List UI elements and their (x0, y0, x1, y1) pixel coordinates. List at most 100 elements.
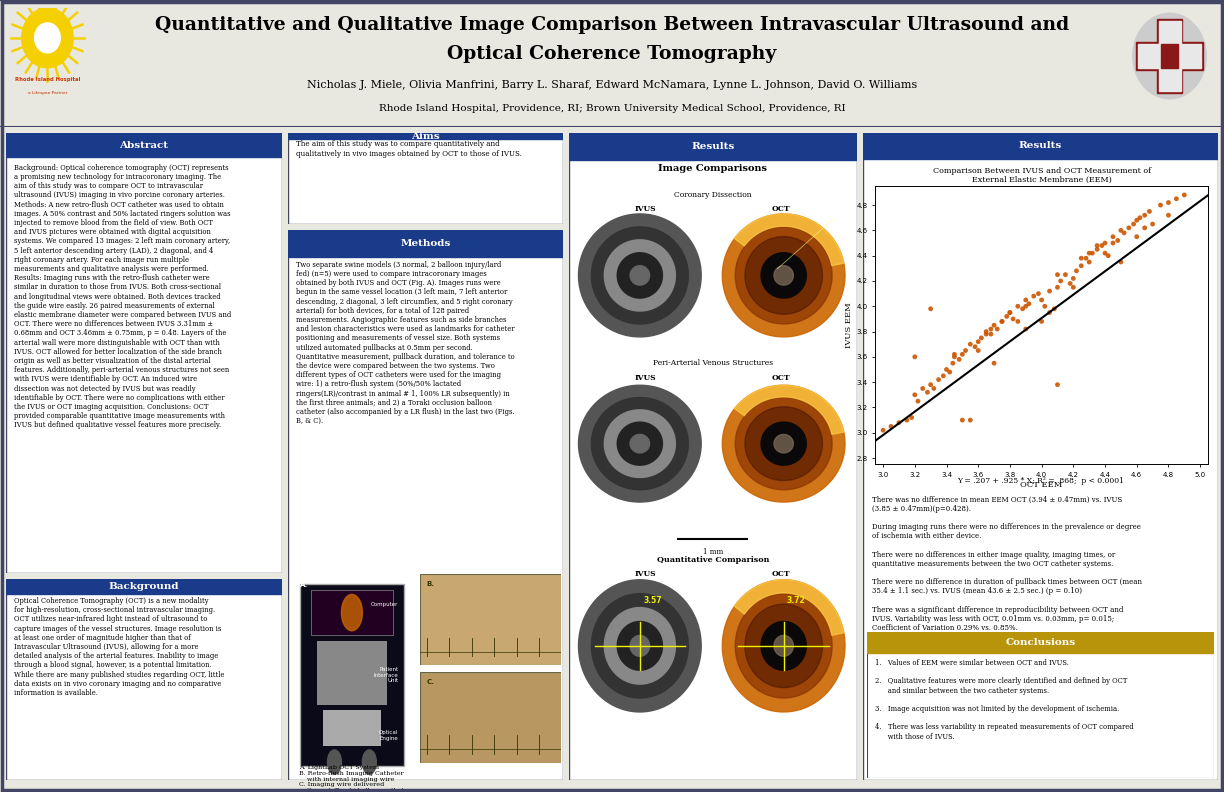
Text: Coronary Dissection: Coronary Dissection (674, 191, 752, 199)
Point (945, 348, 965, 360)
Point (1103, 237, 1122, 249)
Point (966, 341, 985, 353)
Point (961, 413, 980, 426)
Text: IVUS: IVUS (634, 374, 656, 382)
Text: Two separate swine models (3 normal, 2 balloon injury/lard
fed) (n=5) were used : Two separate swine models (3 normal, 2 b… (296, 261, 514, 425)
Polygon shape (617, 422, 662, 465)
Polygon shape (736, 227, 832, 324)
Bar (6, 133, 282, 158)
Point (1055, 268, 1075, 281)
Polygon shape (630, 435, 650, 453)
Point (982, 328, 1001, 341)
Point (1016, 322, 1036, 335)
Point (952, 413, 972, 426)
Point (1016, 300, 1036, 313)
Text: Computer: Computer (371, 602, 399, 607)
Text: Y = .207 + .925 * X; R² = .868;  p < 0.0001: Y = .207 + .925 * X; R² = .868; p < 0.00… (957, 477, 1124, 485)
Point (993, 315, 1012, 328)
Text: 3.57: 3.57 (643, 596, 662, 605)
Point (982, 322, 1001, 335)
Text: Abstract: Abstract (119, 141, 169, 150)
Bar (288, 133, 563, 139)
Text: There was no difference in mean EEM OCT (3.94 ± 0.47mm) vs. IVUS
(3.85 ± 0.47mm): There was no difference in mean EEM OCT … (871, 496, 1142, 632)
Point (1071, 260, 1091, 272)
Point (1159, 209, 1179, 222)
Text: OCT: OCT (771, 570, 789, 578)
Bar (1137, 42, 1203, 70)
Bar (1157, 18, 1182, 93)
Point (1111, 224, 1131, 237)
Point (1004, 313, 1023, 326)
Bar (317, 641, 387, 706)
Point (913, 382, 933, 394)
Polygon shape (605, 240, 676, 311)
Bar (1162, 44, 1177, 68)
Polygon shape (745, 407, 823, 481)
Polygon shape (774, 265, 793, 285)
Point (977, 328, 996, 341)
Polygon shape (579, 580, 701, 712)
Point (873, 424, 892, 436)
Text: Rhode Island Hospital, Providence, RI; Brown University Medical School, Providen: Rhode Island Hospital, Providence, RI; B… (378, 105, 846, 113)
Point (1124, 218, 1143, 230)
Circle shape (362, 750, 376, 774)
Polygon shape (736, 398, 832, 489)
Point (1028, 287, 1048, 300)
Point (1048, 379, 1067, 391)
Text: Patient
Interface
Unit: Patient Interface Unit (373, 667, 399, 683)
Point (908, 394, 928, 407)
Point (936, 364, 956, 376)
Point (1024, 290, 1044, 303)
Polygon shape (591, 398, 688, 489)
Point (993, 315, 1012, 328)
Polygon shape (761, 622, 807, 670)
Point (1082, 247, 1102, 260)
Polygon shape (722, 214, 845, 337)
Point (1095, 237, 1115, 249)
Text: Quantitative Comparison: Quantitative Comparison (657, 556, 769, 564)
Text: IVUS: IVUS (634, 570, 656, 578)
Point (1048, 268, 1067, 281)
Polygon shape (630, 265, 650, 285)
Point (1032, 294, 1051, 307)
Point (1087, 243, 1106, 256)
Polygon shape (745, 604, 823, 687)
Point (1036, 300, 1055, 313)
Point (1080, 256, 1099, 268)
Bar (867, 632, 1214, 653)
Point (1135, 222, 1154, 234)
Point (1119, 222, 1138, 234)
Point (1111, 256, 1131, 268)
Point (924, 382, 944, 394)
Polygon shape (722, 385, 845, 502)
Text: Background: Background (109, 582, 179, 591)
Title: Comparison Between IVUS and OCT Measurement of
External Elastic Membrane (EEM): Comparison Between IVUS and OCT Measurem… (933, 167, 1151, 184)
Point (940, 366, 960, 379)
Polygon shape (761, 253, 807, 298)
Text: Results: Results (692, 142, 734, 151)
Point (1044, 303, 1064, 315)
Text: a Lifespan Partner: a Lifespan Partner (28, 91, 67, 96)
Point (920, 379, 940, 391)
Circle shape (328, 750, 341, 774)
Point (972, 332, 991, 345)
Point (1151, 199, 1170, 211)
Text: Background: Optical coherence tomography (OCT) represents
a promising new techno: Background: Optical coherence tomography… (15, 164, 231, 429)
Bar (323, 710, 381, 746)
Y-axis label: IVUS EEM: IVUS EEM (846, 303, 853, 348)
Point (905, 388, 924, 401)
Text: Aims: Aims (411, 131, 439, 140)
Text: OCT: OCT (771, 374, 789, 382)
Point (1130, 211, 1149, 224)
Text: C.: C. (427, 679, 435, 685)
Point (1000, 307, 1020, 319)
Polygon shape (734, 385, 843, 434)
Point (1066, 265, 1086, 277)
Polygon shape (591, 594, 688, 698)
Point (1087, 239, 1106, 252)
Point (945, 351, 965, 364)
Point (1009, 300, 1028, 313)
Point (929, 373, 949, 386)
Point (934, 370, 953, 383)
Point (889, 417, 908, 429)
